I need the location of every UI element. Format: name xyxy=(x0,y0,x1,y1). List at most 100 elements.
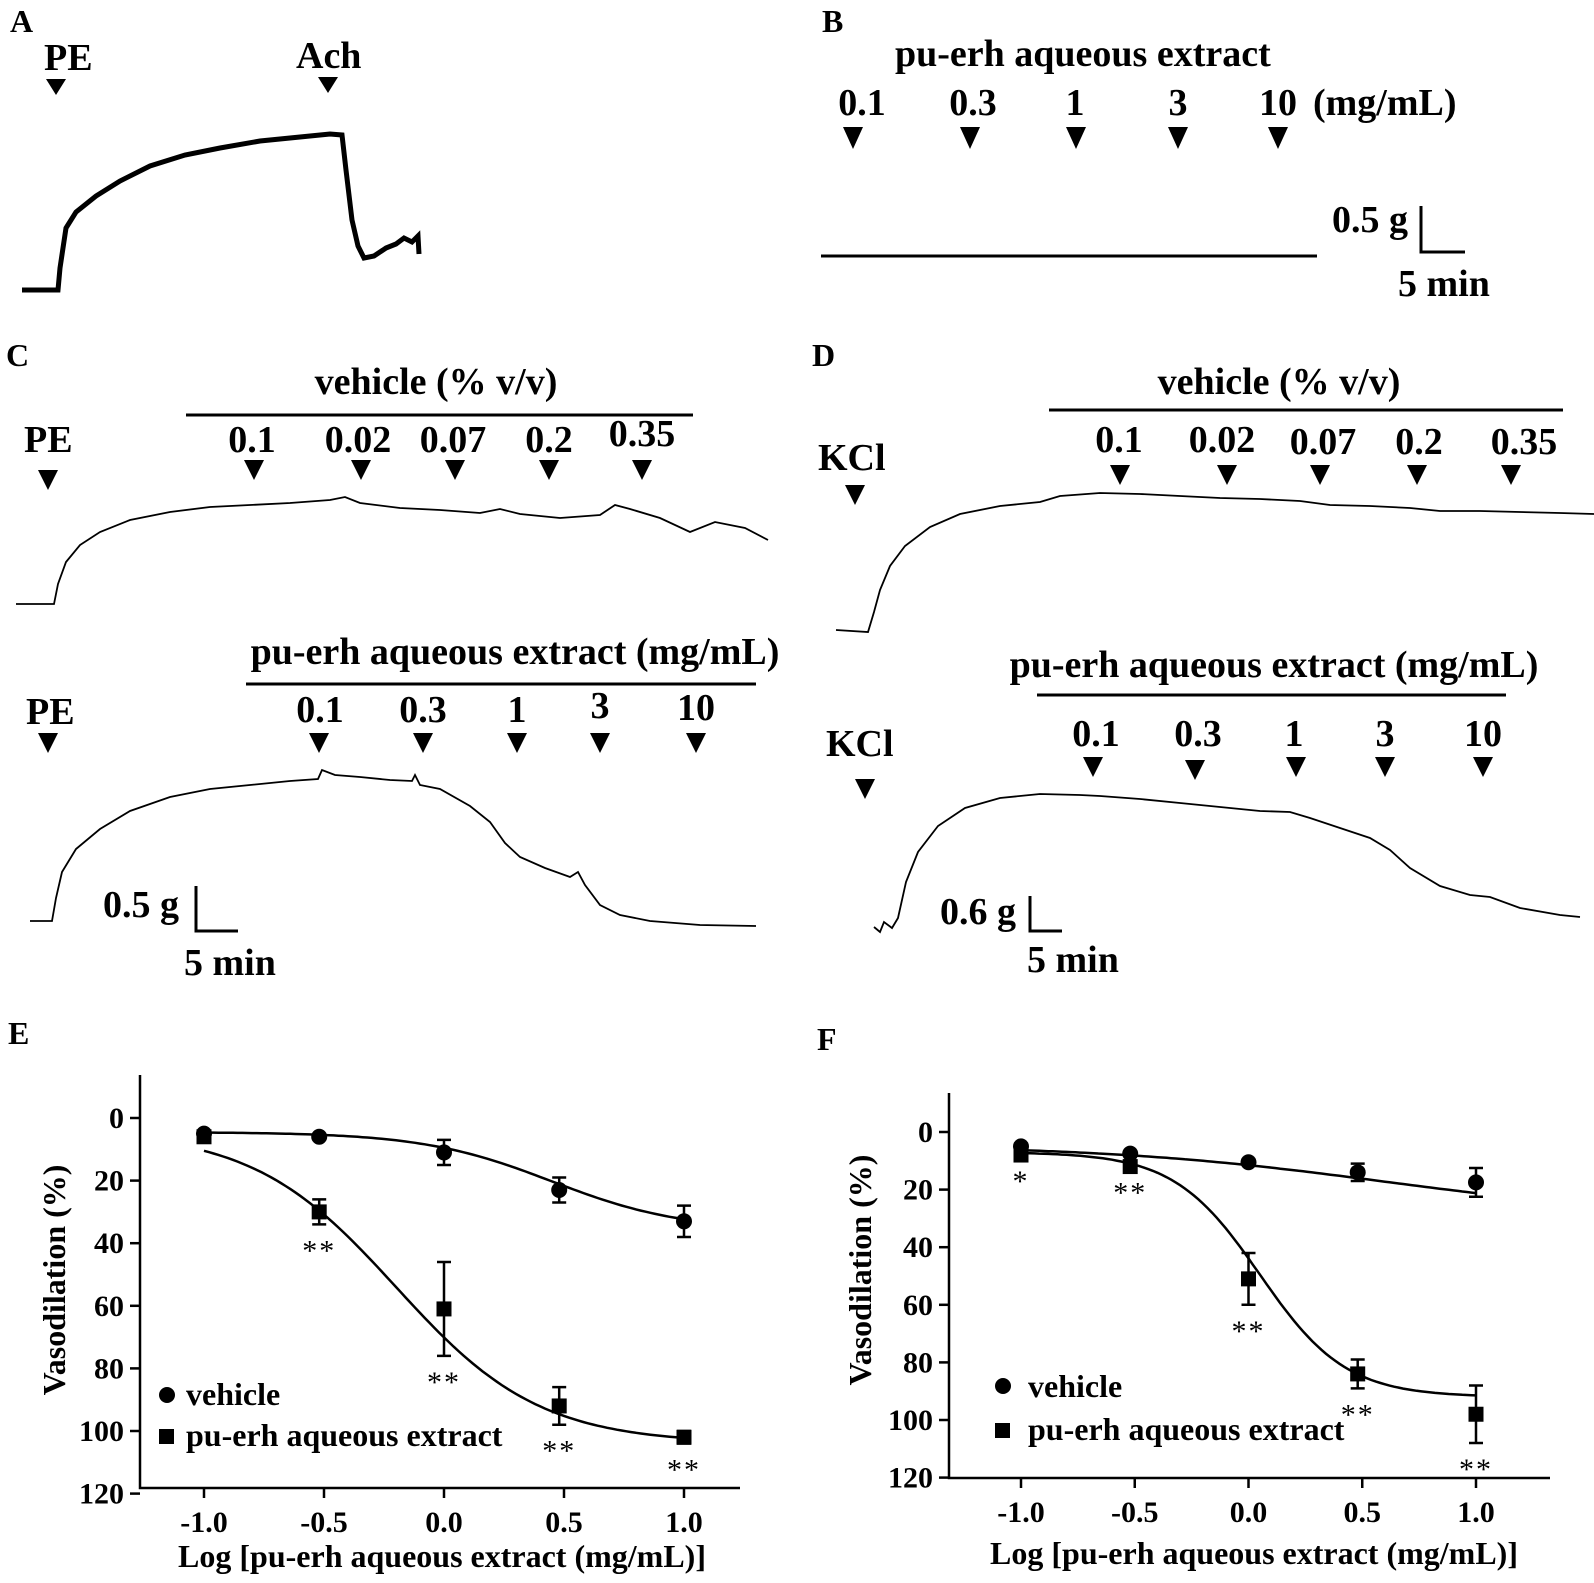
legend-circle-icon xyxy=(159,1387,175,1403)
dose-arrow-icon xyxy=(960,127,980,149)
dose-label: 3 xyxy=(591,685,610,727)
extract-point xyxy=(1241,1271,1256,1287)
extract-point xyxy=(311,1204,327,1220)
legend-circle-icon xyxy=(995,1378,1011,1394)
significance-label: ** xyxy=(427,1366,461,1399)
legend-label: pu-erh aqueous extract xyxy=(186,1417,503,1453)
significance-label: ** xyxy=(1113,1177,1147,1210)
vehicle-point xyxy=(676,1213,692,1230)
panel-a: A PE Ach xyxy=(10,3,422,293)
agonist-arrow-icon xyxy=(855,779,875,799)
scale-y-label: 0.6 g xyxy=(940,891,1016,933)
x-tick-label: 1.0 xyxy=(665,1506,703,1539)
x-tick-label: 0.0 xyxy=(1230,1496,1268,1529)
panel-d-top-doses: 0.1 0.02 0.07 0.2 0.35 xyxy=(1095,419,1557,485)
y-tick-label: 20 xyxy=(94,1165,124,1198)
dose-label: 3 xyxy=(1169,82,1188,124)
x-tick-label: 0.0 xyxy=(425,1506,463,1539)
dose-label: 0.2 xyxy=(1395,421,1443,463)
scale-x-label: 5 min xyxy=(184,942,276,984)
agonist-label: KCl xyxy=(818,437,886,479)
legend-label: vehicle xyxy=(1028,1368,1122,1404)
panel-d-top-trace xyxy=(835,492,1594,633)
legend-square-icon xyxy=(995,1423,1010,1438)
extract-point xyxy=(1122,1159,1138,1175)
vehicle-point xyxy=(1122,1145,1139,1162)
panel-b-unit: (mg/mL) xyxy=(1313,82,1457,124)
y-axis-label: Vasodilation (%) xyxy=(36,1165,72,1396)
scale-x-label: 5 min xyxy=(1027,939,1119,981)
dose-arrow-icon xyxy=(1268,127,1288,149)
dose-arrow-icon xyxy=(1375,757,1395,777)
vehicle-title: vehicle (% v/v) xyxy=(315,361,558,403)
y-tick-label: 0 xyxy=(109,1102,124,1135)
dose-label: 3 xyxy=(1376,713,1395,755)
axes-frame xyxy=(138,1075,740,1490)
panel-d: D KCl vehicle (% v/v) 0.1 0.02 0.07 0.2 … xyxy=(812,337,1594,981)
panel-c-letter: C xyxy=(6,337,29,373)
extract-point xyxy=(551,1398,567,1414)
y-ticks: 0 20 40 60 80 100 120 xyxy=(888,1116,949,1495)
dose-label: 0.35 xyxy=(1491,421,1558,463)
dose-arrow-icon xyxy=(1407,465,1427,485)
dose-label: 0.3 xyxy=(1174,713,1222,755)
x-axis-label: Log [pu-erh aqueous extract (mg/mL)] xyxy=(178,1538,706,1574)
y-tick-label: 120 xyxy=(79,1478,124,1511)
significance-label: ** xyxy=(667,1454,701,1487)
scale-x-label: 5 min xyxy=(1398,263,1490,305)
panel-d-letter: D xyxy=(812,337,835,373)
dose-arrow-icon xyxy=(539,460,559,480)
scale-bar-icon xyxy=(1419,206,1465,254)
data-marks: * ******** xyxy=(1013,1138,1491,1486)
dose-label: 0.02 xyxy=(1189,419,1256,461)
panel-c: C PE vehicle (% v/v) 0.1 0.02 0.07 0.2 0… xyxy=(6,337,779,984)
agonist-label: KCl xyxy=(826,723,894,765)
dose-arrow-icon xyxy=(309,733,329,753)
panel-b-letter: B xyxy=(822,3,843,39)
dose-label: 1 xyxy=(1285,713,1304,755)
dose-arrow-icon xyxy=(686,733,706,753)
y-tick-label: 40 xyxy=(903,1231,933,1264)
vehicle-point xyxy=(436,1144,452,1161)
panel-c-top-doses: 0.1 0.02 0.07 0.2 0.35 xyxy=(228,413,675,480)
dose-arrow-icon xyxy=(1473,757,1493,777)
scale-bar-icon xyxy=(1028,896,1062,933)
panel-c-top-trace xyxy=(16,496,769,605)
legend: vehicle pu-erh aqueous extract xyxy=(159,1376,503,1453)
dose-arrow-icon xyxy=(445,460,465,480)
dose-arrow-icon xyxy=(1310,465,1330,485)
agonist-label: PE xyxy=(24,419,73,461)
dose-arrow-icon xyxy=(1185,760,1205,780)
y-axis-label: Vasodilation (%) xyxy=(842,1155,878,1386)
dose-arrow-icon xyxy=(590,733,610,753)
panel-c-bottom-doses: 0.1 0.3 1 3 10 xyxy=(296,685,715,753)
dose-arrow-icon xyxy=(1501,465,1521,485)
dose-arrow-icon xyxy=(843,127,863,149)
x-ticks: -1.0 -0.5 0.0 0.5 1.0 xyxy=(180,1488,703,1539)
panel-c-bottom-trace xyxy=(30,768,757,927)
agonist-arrow-icon xyxy=(845,485,865,505)
x-tick-label: -0.5 xyxy=(300,1506,348,1539)
extract-point xyxy=(1468,1406,1484,1422)
vehicle-point xyxy=(551,1181,568,1198)
dose-label: 1 xyxy=(1066,82,1085,124)
extract-title: pu-erh aqueous extract (mg/mL) xyxy=(251,631,780,673)
legend: vehicle pu-erh aqueous extract xyxy=(995,1368,1345,1447)
dose-label: 0.35 xyxy=(609,413,676,455)
dose-arrow-icon xyxy=(1110,465,1130,485)
panel-b: B pu-erh aqueous extract 0.1 0.3 1 3 10 … xyxy=(821,3,1490,305)
scale-y-label: 0.5 g xyxy=(103,884,179,926)
dose-label: 0.02 xyxy=(325,419,392,461)
pe-label: PE xyxy=(44,37,93,79)
vehicle-point xyxy=(311,1128,328,1145)
y-tick-label: 60 xyxy=(94,1290,124,1323)
dose-label: 0.1 xyxy=(838,82,886,124)
vehicle-point xyxy=(1349,1164,1366,1181)
x-tick-label: 0.5 xyxy=(545,1506,583,1539)
y-tick-label: 80 xyxy=(903,1346,933,1379)
significance-label: ** xyxy=(1232,1315,1266,1348)
dose-label: 0.3 xyxy=(399,689,447,731)
dose-label: 0.1 xyxy=(296,689,344,731)
x-tick-label: -1.0 xyxy=(997,1496,1045,1529)
